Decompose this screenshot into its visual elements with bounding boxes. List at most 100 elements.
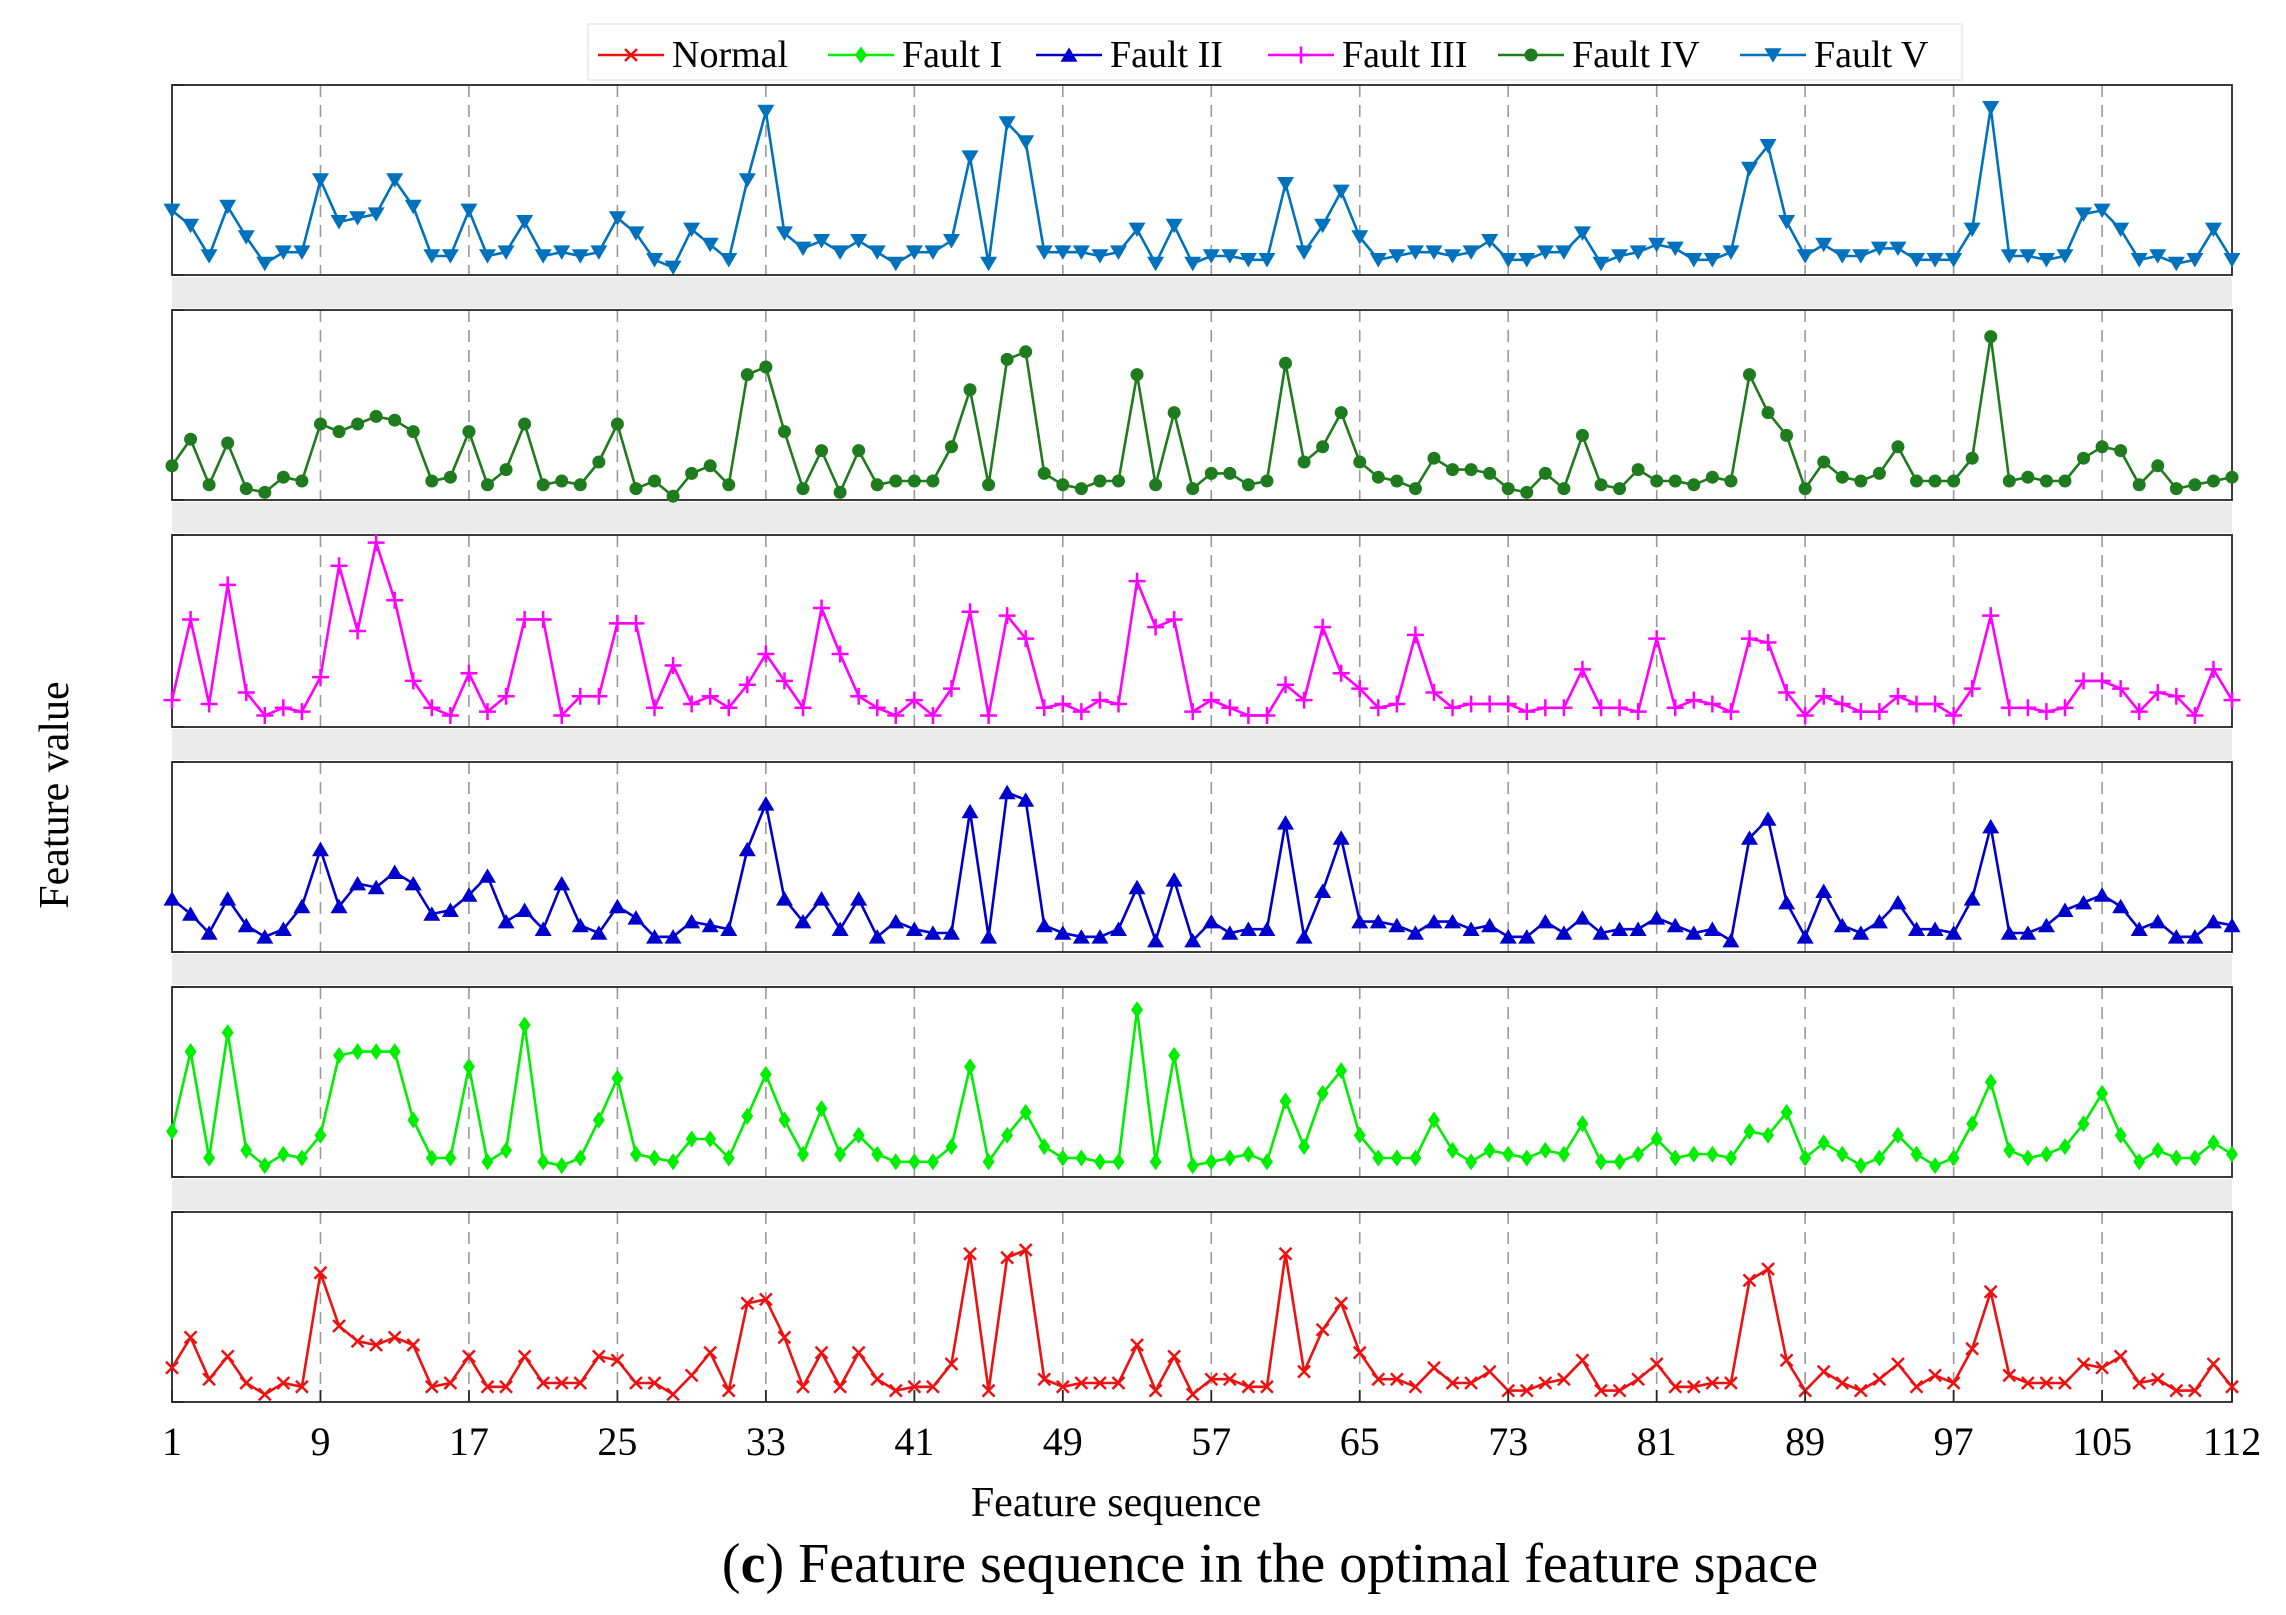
data-point <box>497 245 515 260</box>
data-point <box>980 706 998 724</box>
data-point <box>2187 1383 2202 1398</box>
data-point <box>1947 474 1961 488</box>
data-point <box>1130 1338 1144 1352</box>
data-point <box>1222 1372 1237 1387</box>
data-point <box>2039 1376 2054 1390</box>
series-line <box>170 1248 2234 1396</box>
data-point <box>553 706 571 724</box>
legend-entry-fault-v: Fault V <box>1740 34 1929 76</box>
data-point <box>1742 1273 1757 1288</box>
data-point <box>1000 1250 1015 1265</box>
data-point <box>1406 925 1424 940</box>
data-point <box>534 610 552 628</box>
series-line <box>171 791 2233 942</box>
data-point <box>1685 925 1703 940</box>
data-point <box>1128 222 1146 238</box>
legend-label: Fault V <box>1814 34 1929 76</box>
data-point <box>1465 1153 1478 1171</box>
data-point <box>276 1376 291 1390</box>
data-point <box>2204 913 2222 929</box>
data-point <box>1351 230 1369 245</box>
data-point <box>2167 929 2185 944</box>
data-point <box>293 245 311 260</box>
data-point <box>1072 929 1090 944</box>
data-point <box>945 1138 958 1156</box>
data-point <box>1074 482 1088 496</box>
x-tick-label: 17 <box>449 1419 489 1464</box>
data-point <box>1835 470 1849 484</box>
data-point <box>1445 1376 1460 1390</box>
data-point <box>1147 256 1165 272</box>
data-point <box>2000 699 2018 717</box>
data-point <box>775 226 793 241</box>
data-point <box>351 1043 364 1061</box>
data-point <box>388 413 402 427</box>
data-point <box>2226 1145 2238 1163</box>
data-point <box>926 474 940 488</box>
data-point <box>367 207 385 222</box>
data-point <box>441 249 459 264</box>
data-point <box>1481 234 1499 249</box>
series-line <box>170 541 2234 717</box>
data-point <box>1369 699 1387 717</box>
data-point <box>2056 699 2074 717</box>
data-point <box>553 875 571 891</box>
x-axis-tick-labels: 1 9 17 25 33 41 49 57 65 73 81 89 97 105 112 <box>162 1419 2261 1464</box>
data-point <box>2151 459 2165 473</box>
data-point <box>1594 478 1608 492</box>
data-point <box>2223 253 2241 268</box>
data-point <box>330 215 348 230</box>
data-point <box>1909 1379 1924 1394</box>
data-point <box>1165 610 1183 628</box>
data-point <box>1444 249 1462 264</box>
x-axis-label: Feature sequence <box>971 1480 1261 1526</box>
data-point <box>332 425 346 439</box>
data-point <box>1295 929 1313 944</box>
data-point <box>1947 1149 1960 1167</box>
data-point <box>237 917 255 933</box>
data-point <box>2149 683 2167 701</box>
data-point <box>441 902 459 917</box>
data-point <box>240 1141 253 1159</box>
data-point <box>1334 406 1348 420</box>
data-point <box>349 875 367 891</box>
data-point <box>1277 815 1295 830</box>
data-point <box>1740 161 1758 177</box>
data-point <box>497 687 515 705</box>
data-point <box>1703 253 1721 268</box>
data-point <box>500 1141 513 1159</box>
data-point <box>1242 1145 1255 1163</box>
panel-background <box>172 310 2232 500</box>
data-point <box>1483 1141 1496 1159</box>
data-point <box>1705 470 1719 484</box>
data-point <box>1388 249 1406 264</box>
data-point <box>667 1153 680 1171</box>
data-point <box>2039 474 2053 488</box>
legend-entry-fault-ii: Fault II <box>1036 34 1223 76</box>
data-point <box>1060 47 1078 62</box>
data-point <box>274 699 292 717</box>
x-tick-label: 25 <box>597 1419 637 1464</box>
data-point <box>1260 1379 1274 1394</box>
data-point <box>1462 245 1480 260</box>
data-point <box>1668 474 1682 488</box>
panel-frame <box>171 1211 2233 1403</box>
data-point <box>813 891 831 906</box>
data-point <box>1165 218 1183 234</box>
data-point <box>313 417 327 431</box>
data-point <box>1724 474 1738 488</box>
x-tick-label: 65 <box>1340 1419 1380 1464</box>
data-point <box>203 1149 216 1167</box>
data-point <box>1648 237 1666 253</box>
data-point <box>1833 249 1851 264</box>
data-point <box>1889 241 1907 257</box>
data-point <box>2021 470 2035 484</box>
data-point <box>757 796 775 811</box>
data-point <box>738 173 756 188</box>
data-point <box>424 1379 439 1394</box>
data-point <box>998 116 1016 131</box>
data-point <box>1205 1153 1218 1171</box>
data-point <box>516 902 534 917</box>
data-point <box>1518 253 1536 268</box>
data-point <box>1891 440 1905 454</box>
